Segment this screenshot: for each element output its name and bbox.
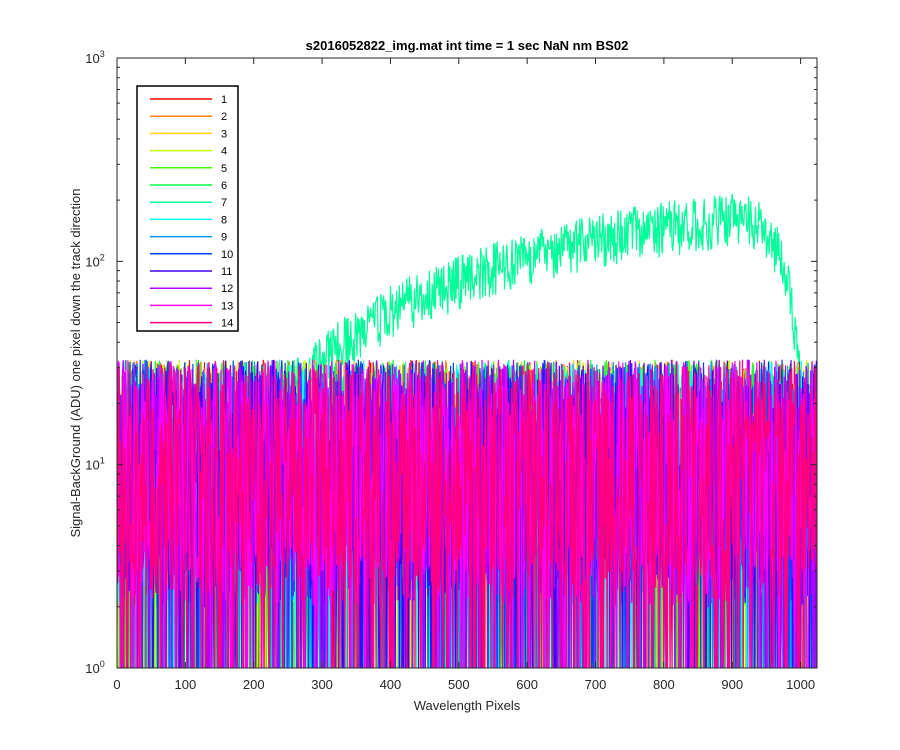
legend-label: 12 — [221, 283, 233, 295]
x-tick-label: 0 — [113, 677, 120, 692]
legend-label: 8 — [221, 214, 227, 226]
legend-label: 1 — [221, 94, 227, 106]
plot-frame — [116, 57, 818, 669]
y-tick-label: 103 — [85, 49, 104, 66]
legend-box — [136, 85, 239, 332]
y-tick-base: 10 — [85, 458, 99, 473]
series-line-13 — [117, 359, 817, 668]
y-tick-label: 101 — [85, 456, 104, 473]
legend-label: 13 — [221, 300, 233, 312]
legend-label: 6 — [221, 180, 227, 192]
legend-label: 10 — [221, 249, 233, 261]
y-tick-base: 10 — [85, 254, 99, 269]
x-tick-label: 400 — [380, 677, 402, 692]
y-tick-base: 10 — [85, 661, 99, 676]
x-tick-label: 1000 — [786, 677, 815, 692]
legend-label: 3 — [221, 128, 227, 140]
series-line-14 — [117, 359, 817, 668]
x-tick-label: 600 — [516, 677, 538, 692]
legend-label: 9 — [221, 232, 227, 244]
x-tick-label: 200 — [243, 677, 265, 692]
x-tick-label: 700 — [585, 677, 607, 692]
legend-label: 5 — [221, 163, 227, 175]
y-axis-label: Signal-BackGround (ADU) one pixel down t… — [68, 188, 83, 537]
legend-label: 4 — [221, 146, 227, 158]
legend-label: 7 — [221, 197, 227, 209]
legend-label: 2 — [221, 111, 227, 123]
y-tick-exponent: 3 — [100, 49, 105, 59]
chart-title: s2016052822_img.mat int time = 1 sec NaN… — [306, 38, 629, 53]
y-tick-exponent: 0 — [100, 659, 105, 669]
y-tick-base: 10 — [85, 51, 99, 66]
y-tick-exponent: 2 — [100, 252, 105, 262]
x-axis-label: Wavelength Pixels — [414, 698, 521, 713]
y-tick-label: 100 — [85, 659, 104, 676]
x-tick-label: 500 — [448, 677, 470, 692]
y-tick-exponent: 1 — [100, 456, 105, 466]
x-tick-label: 100 — [175, 677, 197, 692]
legend-label: 11 — [221, 266, 232, 278]
x-tick-label: 900 — [721, 677, 743, 692]
x-tick-label: 300 — [311, 677, 333, 692]
x-tick-label: 800 — [653, 677, 675, 692]
x-axis: 0 100 200 300 400 500 600 700 800 900 1000 — [113, 58, 815, 692]
series-layer — [117, 193, 817, 668]
legend-label: 14 — [221, 318, 233, 330]
y-tick-label: 102 — [85, 252, 104, 269]
